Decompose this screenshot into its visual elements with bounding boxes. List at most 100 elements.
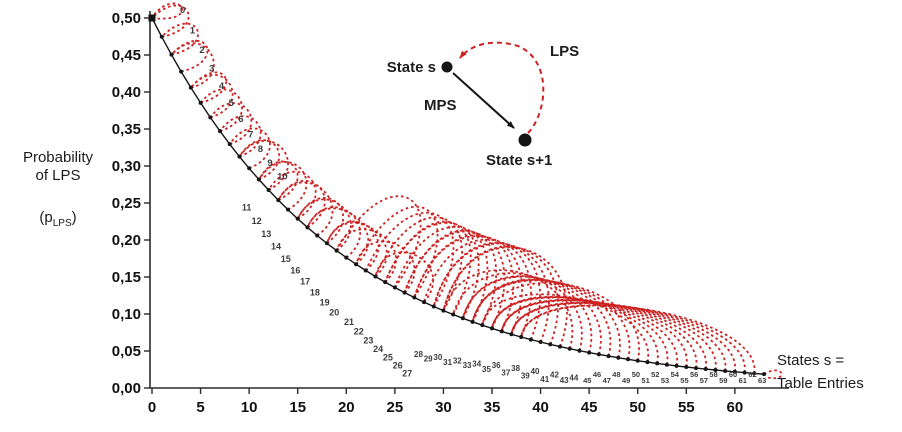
svg-text:35: 35 bbox=[482, 365, 491, 374]
svg-text:43: 43 bbox=[560, 376, 569, 385]
svg-text:58: 58 bbox=[709, 370, 717, 379]
x-axis-title-line2: Table Entries bbox=[777, 375, 864, 392]
svg-text:0,20: 0,20 bbox=[112, 232, 141, 249]
x-axis-title-line1: States s = bbox=[777, 352, 845, 369]
svg-text:0,05: 0,05 bbox=[112, 343, 141, 360]
svg-text:0,30: 0,30 bbox=[112, 158, 141, 175]
svg-text:49: 49 bbox=[622, 376, 630, 385]
svg-text:28: 28 bbox=[414, 350, 423, 359]
svg-text:10: 10 bbox=[241, 399, 258, 416]
svg-text:5: 5 bbox=[229, 98, 235, 109]
svg-text:52: 52 bbox=[651, 370, 659, 379]
svg-text:0,00: 0,00 bbox=[112, 380, 141, 397]
svg-text:55: 55 bbox=[680, 376, 688, 385]
svg-text:0,50: 0,50 bbox=[112, 10, 141, 27]
svg-text:40: 40 bbox=[532, 399, 549, 416]
svg-text:0,40: 0,40 bbox=[112, 84, 141, 101]
svg-text:55: 55 bbox=[678, 399, 695, 416]
svg-text:32: 32 bbox=[453, 356, 462, 365]
svg-text:8: 8 bbox=[258, 144, 263, 155]
svg-text:45: 45 bbox=[581, 399, 598, 416]
svg-text:37: 37 bbox=[501, 368, 510, 377]
svg-text:15: 15 bbox=[281, 254, 291, 264]
svg-text:27: 27 bbox=[402, 368, 412, 378]
svg-text:61: 61 bbox=[739, 376, 747, 385]
svg-text:35: 35 bbox=[484, 399, 501, 416]
svg-text:33: 33 bbox=[463, 361, 472, 370]
svg-text:60: 60 bbox=[729, 370, 737, 379]
svg-text:59: 59 bbox=[719, 376, 727, 385]
svg-text:56: 56 bbox=[690, 370, 698, 379]
svg-text:30: 30 bbox=[433, 353, 442, 362]
x-axis-title: States s = Table Entries bbox=[777, 349, 901, 395]
svg-text:38: 38 bbox=[511, 364, 520, 373]
svg-text:1: 1 bbox=[190, 25, 196, 36]
svg-text:18: 18 bbox=[310, 287, 320, 297]
svg-text:6: 6 bbox=[238, 114, 243, 125]
svg-text:16: 16 bbox=[290, 265, 300, 275]
y-axis-title-line2: of LPS bbox=[35, 167, 81, 184]
svg-text:0,45: 0,45 bbox=[112, 47, 141, 64]
svg-text:13: 13 bbox=[261, 229, 271, 239]
svg-text:48: 48 bbox=[612, 370, 620, 379]
inset-state-s-label: State s bbox=[386, 59, 436, 76]
y-axis-title-line1: Probability bbox=[22, 149, 94, 166]
svg-text:23: 23 bbox=[363, 335, 373, 345]
svg-text:53: 53 bbox=[661, 376, 669, 385]
svg-text:0,10: 0,10 bbox=[112, 306, 141, 323]
svg-text:42: 42 bbox=[550, 370, 559, 379]
svg-text:9: 9 bbox=[267, 158, 272, 169]
svg-text:10: 10 bbox=[277, 171, 288, 182]
svg-text:20: 20 bbox=[329, 308, 339, 318]
svg-text:25: 25 bbox=[387, 399, 404, 416]
svg-text:46: 46 bbox=[593, 370, 601, 379]
svg-text:19: 19 bbox=[320, 298, 330, 308]
svg-text:29: 29 bbox=[424, 355, 433, 364]
svg-text:5: 5 bbox=[196, 399, 204, 416]
svg-text:62: 62 bbox=[748, 370, 756, 379]
inset-state-s-plus-1-label: State s+1 bbox=[486, 152, 553, 169]
svg-text:25: 25 bbox=[383, 353, 393, 363]
svg-text:36: 36 bbox=[492, 361, 501, 370]
svg-text:11: 11 bbox=[242, 202, 252, 212]
svg-text:15: 15 bbox=[289, 399, 306, 416]
svg-text:50: 50 bbox=[632, 370, 640, 379]
y-axis-symbol: (pLPS) bbox=[39, 209, 77, 229]
inset-mps-label: MPS bbox=[424, 97, 457, 114]
svg-text:50: 50 bbox=[629, 399, 646, 416]
inset-lps-label: LPS bbox=[550, 43, 580, 60]
svg-text:17: 17 bbox=[300, 276, 310, 286]
svg-text:41: 41 bbox=[540, 375, 549, 384]
svg-text:60: 60 bbox=[727, 399, 744, 416]
svg-text:12: 12 bbox=[252, 216, 262, 226]
svg-text:31: 31 bbox=[443, 358, 452, 367]
svg-text:21: 21 bbox=[344, 317, 354, 327]
svg-text:54: 54 bbox=[671, 370, 680, 379]
svg-text:14: 14 bbox=[271, 242, 281, 252]
svg-text:47: 47 bbox=[603, 376, 611, 385]
y-axis-title: Probability of LPS (pLPS) bbox=[6, 149, 110, 230]
svg-text:0: 0 bbox=[148, 399, 156, 416]
svg-text:22: 22 bbox=[354, 326, 364, 336]
svg-text:0,15: 0,15 bbox=[112, 269, 141, 286]
svg-text:4: 4 bbox=[219, 81, 225, 92]
svg-text:0: 0 bbox=[180, 5, 185, 16]
svg-text:26: 26 bbox=[393, 361, 403, 371]
svg-text:0,35: 0,35 bbox=[112, 121, 141, 138]
svg-text:51: 51 bbox=[641, 376, 649, 385]
svg-text:2: 2 bbox=[199, 45, 204, 56]
svg-text:20: 20 bbox=[338, 399, 355, 416]
svg-text:3: 3 bbox=[209, 63, 214, 74]
svg-text:0,25: 0,25 bbox=[112, 195, 141, 212]
svg-text:24: 24 bbox=[373, 344, 383, 354]
svg-text:39: 39 bbox=[521, 372, 530, 381]
svg-text:40: 40 bbox=[531, 367, 540, 376]
svg-text:7: 7 bbox=[248, 129, 253, 140]
svg-text:30: 30 bbox=[435, 399, 452, 416]
svg-text:63: 63 bbox=[758, 376, 766, 385]
svg-text:34: 34 bbox=[472, 360, 481, 369]
svg-text:44: 44 bbox=[569, 374, 578, 383]
svg-text:45: 45 bbox=[583, 376, 591, 385]
